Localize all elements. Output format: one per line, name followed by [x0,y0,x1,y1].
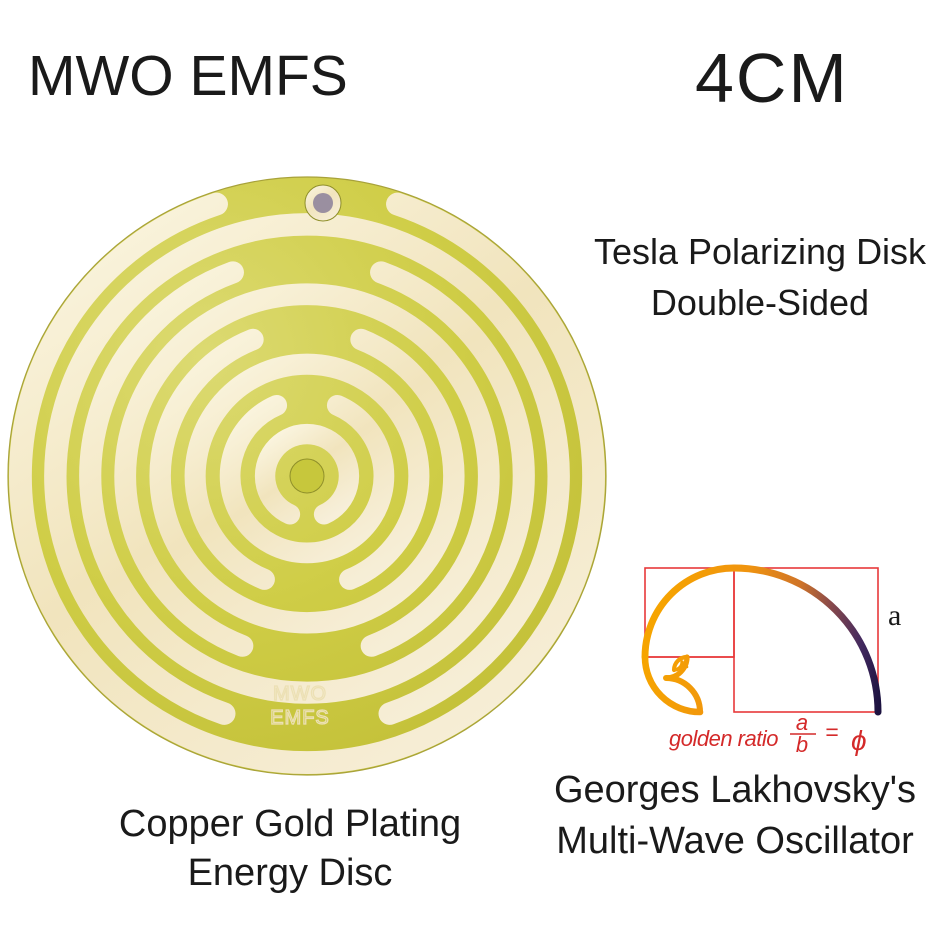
svg-text:b: b [796,732,808,757]
svg-text:a: a [888,599,901,632]
svg-text:=: = [825,719,838,745]
svg-text:golden ratio: golden ratio [669,726,778,751]
svg-text:ϕ: ϕ [851,725,867,756]
